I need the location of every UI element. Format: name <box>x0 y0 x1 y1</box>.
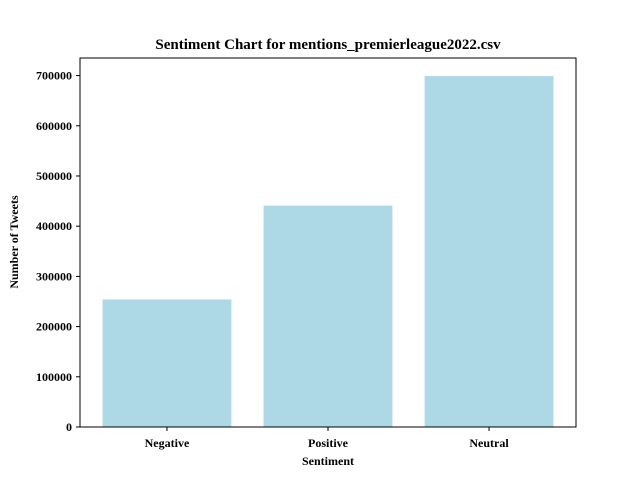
x-axis-ticks: Negative Positive Neutral <box>145 427 509 450</box>
y-tick-label: 300000 <box>36 269 72 283</box>
y-tick-label: 600000 <box>36 119 72 133</box>
x-tick-label: Negative <box>145 436 190 450</box>
y-tick-label: 100000 <box>36 370 72 384</box>
x-axis-label: Sentiment <box>302 454 354 468</box>
y-tick-label: 400000 <box>36 219 72 233</box>
x-tick-label: Neutral <box>469 436 509 450</box>
x-tick-label: Positive <box>308 436 349 450</box>
chart-title: Sentiment Chart for mentions_premierleag… <box>155 37 501 53</box>
y-tick-label: 700000 <box>36 69 72 83</box>
plot-area-frame <box>79 57 577 428</box>
y-axis-ticks: 0 100000 200000 300000 400000 500000 600000 700… <box>36 69 80 434</box>
bar-negative <box>102 299 232 427</box>
y-tick-label: 200000 <box>36 320 72 334</box>
bar-neutral <box>424 76 554 427</box>
y-tick-label: 0 <box>66 420 72 434</box>
bars-group <box>102 76 554 427</box>
y-axis-label: Number of Tweets <box>7 195 21 289</box>
bar-positive <box>263 205 393 427</box>
y-tick-label: 500000 <box>36 169 72 183</box>
